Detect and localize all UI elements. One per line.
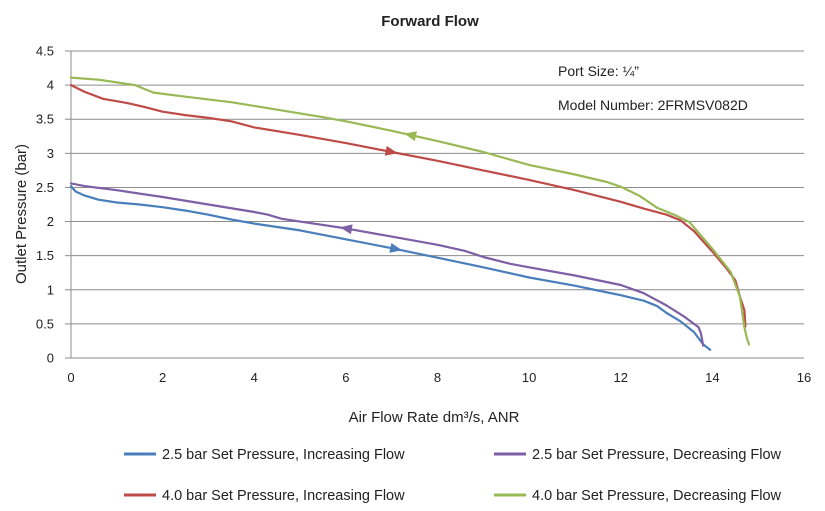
gridlines xyxy=(71,50,804,325)
series-layer xyxy=(69,76,751,351)
legend: 2.5 bar Set Pressure, Increasing Flow 2.5… xyxy=(124,447,782,504)
chart-title: Forward Flow xyxy=(381,13,479,30)
x-tick-label: 6 xyxy=(342,370,349,385)
legend-label: 4.0 bar Set Pressure, Increasing Flow xyxy=(162,488,405,504)
x-tick-label: 4 xyxy=(251,370,258,385)
y-axis-title: Outlet Pressure (bar) xyxy=(13,144,30,284)
direction-arrow-2-5-bar-set-pressure-decreasing-flow xyxy=(340,224,353,235)
model-number-annotation: Model Number: 2FRMSV082D xyxy=(558,97,748,113)
plot-area-lines xyxy=(65,50,804,359)
y-tick-label: 3.5 xyxy=(36,112,54,127)
y-tick-label: 4 xyxy=(47,78,54,93)
y-tick-label: 0.5 xyxy=(36,316,54,331)
series-line-4-0-bar-set-pressure-decreasing-flow xyxy=(69,76,751,346)
y-tick-label: 2.5 xyxy=(36,180,54,195)
x-tick-label: 16 xyxy=(797,370,811,385)
port-size-annotation: Port Size: ¼” xyxy=(558,63,639,79)
x-tick-label: 8 xyxy=(434,370,441,385)
x-tick-label: 0 xyxy=(67,370,74,385)
x-tick-label: 12 xyxy=(614,370,628,385)
direction-arrow-2-5-bar-set-pressure-increasing-flow xyxy=(389,243,403,253)
y-tick-label: 0 xyxy=(47,351,54,366)
x-tick-label: 14 xyxy=(705,370,719,385)
series-line-2-5-bar-set-pressure-increasing-flow xyxy=(69,185,712,351)
legend-item: 2.5 bar Set Pressure, Increasing Flow xyxy=(124,447,405,463)
y-tick-label: 1.5 xyxy=(36,248,54,263)
legend-item: 4.0 bar Set Pressure, Increasing Flow xyxy=(124,488,405,504)
x-axis-title: Air Flow Rate dm³/s, ANR xyxy=(349,409,520,426)
y-tick-label: 3 xyxy=(47,146,54,161)
x-axis-tick-labels: 0 2 4 6 8 10 12 14 16 xyxy=(67,370,811,385)
direction-arrow-4-0-bar-set-pressure-decreasing-flow xyxy=(404,131,417,142)
series-line-2-5-bar-set-pressure-decreasing-flow xyxy=(69,182,705,347)
legend-label: 2.5 bar Set Pressure, Increasing Flow xyxy=(162,447,405,463)
y-tick-label: 2 xyxy=(47,214,54,229)
legend-label: 4.0 bar Set Pressure, Decreasing Flow xyxy=(532,488,782,504)
y-axis-tick-labels: 0 0.5 1 1.5 2 2.5 3 3.5 4 4.5 xyxy=(36,44,54,366)
x-tick-label: 10 xyxy=(522,370,536,385)
legend-item: 4.0 bar Set Pressure, Decreasing Flow xyxy=(494,488,782,504)
y-tick-label: 4.5 xyxy=(36,44,54,59)
series-line-4-0-bar-set-pressure-increasing-flow xyxy=(69,83,747,328)
direction-arrow-4-0-bar-set-pressure-increasing-flow xyxy=(384,145,398,156)
y-tick-label: 1 xyxy=(47,282,54,297)
legend-item: 2.5 bar Set Pressure, Decreasing Flow xyxy=(494,447,782,463)
legend-label: 2.5 bar Set Pressure, Decreasing Flow xyxy=(532,447,782,463)
x-tick-label: 2 xyxy=(159,370,166,385)
